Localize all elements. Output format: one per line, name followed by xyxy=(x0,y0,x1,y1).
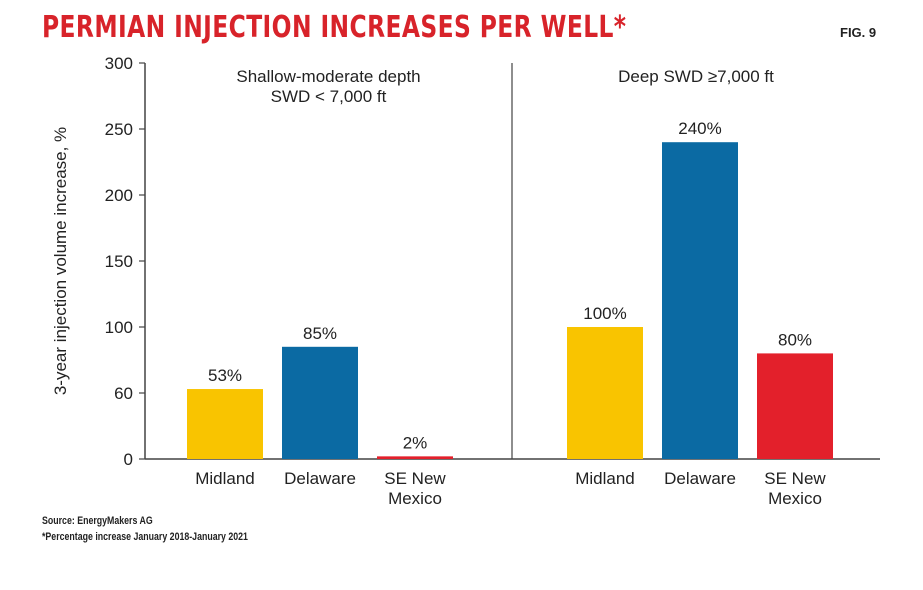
chart-title: PERMIAN INJECTION INCREASES PER WELL* xyxy=(42,10,627,45)
y-tick-label: 200 xyxy=(105,186,133,205)
bar xyxy=(282,346,358,459)
value-label: 85% xyxy=(303,324,337,343)
y-tick-label: 300 xyxy=(105,54,133,73)
value-label: 80% xyxy=(778,330,812,349)
bar xyxy=(567,327,643,459)
bar xyxy=(377,456,453,459)
figure-number: FIG. 9 xyxy=(840,25,877,40)
bar xyxy=(662,142,738,459)
bar xyxy=(757,353,833,459)
group-label: Shallow-moderate depth SWD < 7,000 ft xyxy=(236,67,421,106)
y-tick-label: 250 xyxy=(105,120,133,139)
group-label: Deep SWD ≥7,000 ft xyxy=(618,67,774,86)
x-tick-label: Delaware xyxy=(284,469,356,488)
source: Source: EnergyMakers AG xyxy=(42,515,153,527)
value-label: 2% xyxy=(403,433,428,452)
y-tick-label: 0 xyxy=(124,450,133,469)
x-tick-label: Midland xyxy=(575,469,635,488)
x-tick-label: SE New Mexico xyxy=(764,469,826,508)
y-axis-label: 3-year injection volume increase, % xyxy=(51,127,70,395)
y-tick-label: 100 xyxy=(105,318,133,337)
x-tick-label: SE New Mexico xyxy=(384,469,446,508)
x-tick-label: Midland xyxy=(195,469,255,488)
footnote: *Percentage increase January 2018-Januar… xyxy=(42,531,248,543)
value-label: 53% xyxy=(208,366,242,385)
x-tick-label: Delaware xyxy=(664,469,736,488)
y-tick-label: 150 xyxy=(105,252,133,271)
bar xyxy=(187,389,263,459)
value-label: 100% xyxy=(583,304,626,323)
y-tick-label: 60 xyxy=(114,384,133,403)
value-label: 240% xyxy=(678,119,721,138)
